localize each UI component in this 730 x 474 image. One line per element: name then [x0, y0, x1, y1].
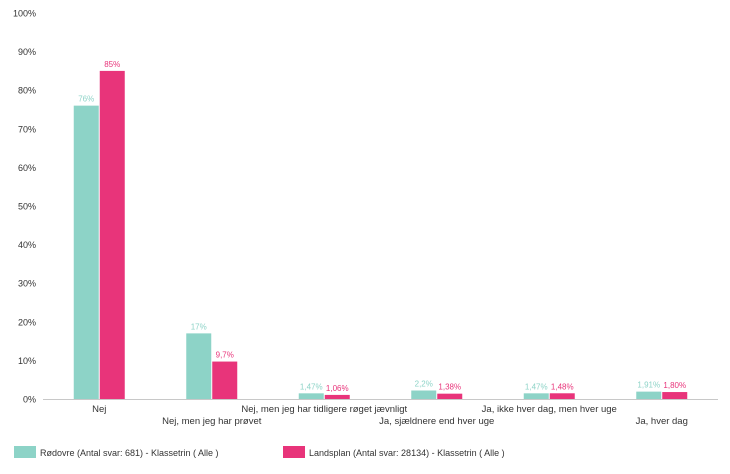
bar: [662, 392, 688, 399]
x-tick-label: Nej, men jeg har tidligere røget jævnlig…: [241, 404, 407, 415]
x-tick-label: Nej, men jeg har prøvet: [162, 416, 262, 427]
bar: [636, 391, 662, 399]
y-axis: 0% 10% 20% 30% 40% 50% 60% 70% 80% 90% 100%: [13, 9, 36, 405]
data-label: 76%: [78, 95, 94, 104]
y-tick-label: 0%: [23, 395, 36, 405]
data-label: 2,2%: [415, 380, 433, 389]
y-tick-label: 10%: [18, 356, 36, 366]
y-tick-label: 20%: [18, 317, 36, 327]
legend-swatch: [14, 446, 36, 458]
data-label: 85%: [104, 60, 120, 69]
bar: [73, 105, 99, 399]
data-label: 1,80%: [663, 381, 686, 390]
bars: [73, 70, 688, 400]
bar: [298, 393, 324, 399]
bar: [437, 393, 463, 399]
y-tick-label: 60%: [18, 163, 36, 173]
bar: [549, 393, 575, 399]
legend: Rødovre (Antal svar: 681) - Klassetrin (…: [14, 446, 505, 458]
data-label: 1,91%: [637, 381, 660, 390]
x-tick-label: Ja, ikke hver dag, men hver uge: [482, 404, 617, 415]
bar: [411, 390, 437, 399]
y-tick-label: 70%: [18, 124, 36, 134]
bar: [99, 70, 125, 400]
legend-label: Rødovre (Antal svar: 681) - Klassetrin (…: [40, 448, 219, 458]
bar: [212, 361, 238, 399]
legend-swatch: [283, 446, 305, 458]
data-label: 1,06%: [326, 384, 349, 393]
data-label: 1,47%: [300, 382, 323, 391]
data-label: 1,47%: [525, 382, 548, 391]
data-label: 9,7%: [216, 351, 234, 360]
x-tick-label: Ja, sjældnere end hver uge: [379, 416, 494, 427]
y-tick-label: 30%: [18, 279, 36, 289]
legend-label: Landsplan (Antal svar: 28134) - Klassetr…: [309, 448, 505, 458]
data-label: 17%: [191, 322, 207, 331]
y-tick-label: 50%: [18, 202, 36, 212]
x-tick-label: Nej: [92, 404, 106, 415]
data-label: 1,38%: [438, 383, 461, 392]
bar: [186, 333, 212, 399]
bar: [523, 393, 549, 399]
data-labels: 76%85%17%9,7%1,47% 1,06% 2,2% 1,38% 1,47% 1,4…: [78, 60, 686, 393]
y-tick-label: 40%: [18, 240, 36, 250]
y-tick-label: 80%: [18, 86, 36, 96]
bar: [324, 394, 350, 399]
data-label: 1,48%: [551, 382, 574, 391]
y-tick-label: 100%: [13, 9, 36, 19]
x-tick-label: Ja, hver dag: [636, 416, 688, 427]
y-tick-label: 90%: [18, 47, 36, 57]
